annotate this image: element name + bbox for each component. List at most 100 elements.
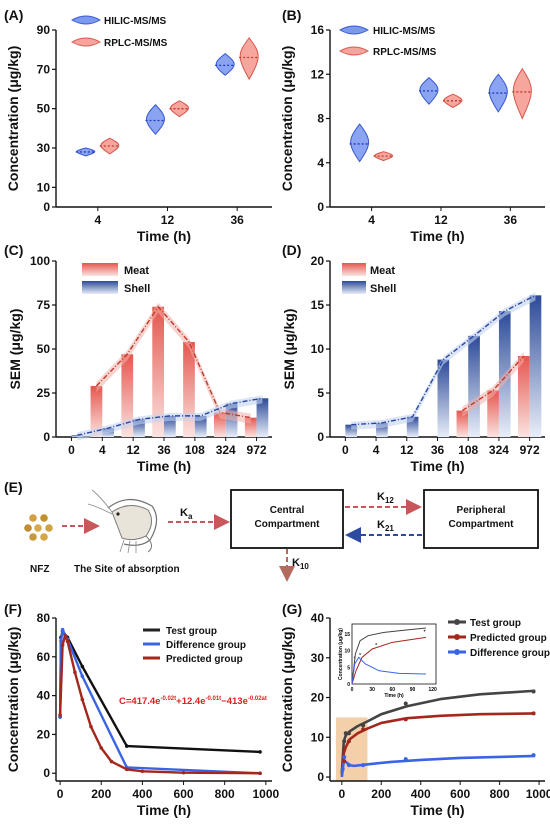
y-tick-label: 20 bbox=[311, 254, 325, 268]
legend-a: HILIC-MS/MS RPLC-MS/MS bbox=[70, 15, 168, 49]
x-tick-label: 0 bbox=[338, 787, 345, 801]
x-axis-label: Time (h) bbox=[137, 458, 191, 474]
peripheral-label-2: Compartment bbox=[448, 519, 514, 530]
legend-meat-swatch-d bbox=[342, 263, 366, 276]
violin-rplc bbox=[239, 37, 259, 81]
legend-shell-swatch bbox=[82, 281, 118, 294]
data-point-test bbox=[531, 689, 536, 694]
legend-f: Test group Difference group Predicted gr… bbox=[143, 626, 246, 665]
panel-label-f: (F) bbox=[4, 601, 22, 617]
legend-c: Meat Shell bbox=[82, 263, 150, 295]
x-tick-label: 324 bbox=[216, 443, 236, 457]
series-point bbox=[60, 627, 65, 632]
legend-pred-label: Predicted group bbox=[166, 654, 243, 665]
y-axis-label: SEM (μg/kg) bbox=[7, 309, 23, 390]
bar-shell bbox=[194, 415, 207, 437]
bar-meat bbox=[183, 341, 195, 437]
violin-rplc bbox=[443, 93, 463, 109]
x-axis-label: Time (h) bbox=[410, 458, 464, 474]
x-tick-label: 400 bbox=[132, 787, 152, 801]
legend-shell-label: Shell bbox=[124, 283, 150, 295]
panel-label-g: (G) bbox=[282, 601, 302, 617]
y-axis-label: Concentration (μg/kg) bbox=[279, 627, 295, 772]
bar-shell bbox=[256, 398, 269, 437]
x-tick-label: 4 bbox=[368, 213, 375, 227]
bar-meat bbox=[121, 354, 134, 437]
chart-c-bar: 0 25 50 75 100 Time (h) SEM (μg/kg) 0 4 12 36 108 32… bbox=[7, 254, 272, 474]
x-tick-label: 972 bbox=[247, 443, 267, 457]
series-point bbox=[99, 746, 104, 750]
x-tick-label: 12 bbox=[434, 213, 448, 227]
shell-trend-line bbox=[77, 397, 263, 436]
series-point bbox=[59, 639, 63, 644]
inset-x-tick-label: 60 bbox=[390, 687, 396, 693]
legend-d: Meat Shell bbox=[342, 263, 396, 295]
y-axis-label: Concentration (μg/kg) bbox=[5, 46, 21, 191]
y-tick-label: 50 bbox=[37, 102, 51, 116]
y-tick-label: 0 bbox=[317, 200, 324, 214]
meat-trend-line bbox=[461, 355, 525, 412]
panel-label-e: (E) bbox=[4, 479, 23, 495]
y-tick-label: 70 bbox=[37, 62, 51, 76]
inset-pred-curve bbox=[351, 636, 426, 685]
series-line-predicted bbox=[340, 712, 536, 776]
inset-x-tick-label: 0 bbox=[351, 687, 354, 693]
x-tick-label: 36 bbox=[157, 443, 171, 457]
x-tick-label: 36 bbox=[504, 213, 518, 227]
series-point bbox=[80, 674, 85, 679]
series-point bbox=[258, 750, 262, 754]
x-tick-label: 800 bbox=[215, 787, 235, 801]
legend-rplc-label-b: RPLC-MS/MS bbox=[373, 47, 437, 58]
y-tick-label: 12 bbox=[311, 67, 325, 81]
x-tick-label: 400 bbox=[411, 787, 431, 801]
data-point-test bbox=[343, 731, 348, 736]
bar-meat bbox=[152, 306, 164, 437]
k21-label: K21 bbox=[377, 519, 394, 533]
violin-rplc bbox=[169, 100, 189, 118]
series-point bbox=[60, 643, 65, 647]
y-tick-label: 20 bbox=[311, 691, 325, 705]
y-tick-label: 15 bbox=[311, 298, 325, 312]
data-point-difference bbox=[361, 763, 366, 768]
y-tick-label: 0 bbox=[43, 430, 50, 444]
legend-meat-label-d: Meat bbox=[370, 265, 395, 277]
series-point bbox=[181, 770, 186, 775]
y-axis-label: Concentration (μg/kg) bbox=[5, 627, 21, 772]
legend-meat-swatch bbox=[82, 263, 118, 276]
inset-frame bbox=[351, 623, 437, 685]
violin-hilic bbox=[145, 104, 165, 135]
legend-diff-label-g: Difference group bbox=[470, 648, 550, 659]
x-tick-label: 600 bbox=[450, 787, 470, 801]
chart-d-bar: 0 5 10 15 20 Time (h) SEM (μg/kg) 0 4 12 36 108 324 9… bbox=[281, 254, 545, 474]
inset-point bbox=[423, 629, 426, 632]
pk-diagram: NFZ The Site of absorption Ka Central Co… bbox=[24, 489, 539, 582]
inset-y-tick-label: 15 bbox=[344, 632, 350, 638]
x-axis-label: Time (h) bbox=[410, 802, 464, 818]
y-axis-label: SEM (μg/kg) bbox=[281, 309, 297, 390]
panel-label-b: (B) bbox=[282, 7, 301, 23]
data-point-predicted bbox=[346, 739, 351, 744]
x-tick-label: 1000 bbox=[252, 787, 279, 801]
inset-point bbox=[353, 656, 356, 659]
legend-diff-label: Difference group bbox=[166, 640, 246, 651]
k10-label: K10 bbox=[292, 557, 309, 571]
inset-point bbox=[359, 653, 361, 655]
x-tick-label: 36 bbox=[230, 213, 244, 227]
series-point bbox=[58, 713, 62, 717]
data-point-test bbox=[346, 731, 351, 736]
x-tick-label: 4 bbox=[99, 443, 106, 457]
data-point-difference bbox=[342, 755, 347, 760]
x-tick-label: 12 bbox=[126, 443, 140, 457]
y-tick-label: 30 bbox=[37, 141, 51, 155]
shell-trend-band bbox=[77, 395, 263, 441]
y-tick-label: 40 bbox=[37, 689, 51, 703]
series-point bbox=[80, 664, 85, 669]
chart-a-violin: 0 10 30 50 70 90 Time (h) Concentration (μg/kg)… bbox=[5, 23, 272, 244]
data-point-test bbox=[403, 701, 408, 706]
meat-trend-line bbox=[95, 305, 251, 419]
y-tick-label: 80 bbox=[37, 611, 51, 625]
x-tick-label: 12 bbox=[400, 443, 414, 457]
violin-rplc bbox=[374, 151, 394, 162]
shell-trend-band bbox=[351, 292, 536, 430]
